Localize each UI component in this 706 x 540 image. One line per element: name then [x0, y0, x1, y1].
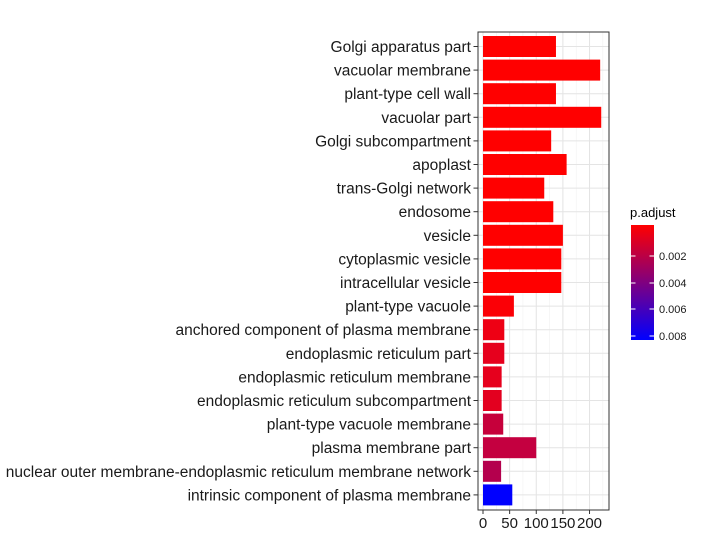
bar [483, 177, 545, 199]
bar [483, 224, 563, 246]
category-label: trans-Golgi network [337, 181, 472, 198]
legend-tick-label: 0.004 [659, 278, 687, 290]
category-label: endoplasmic reticulum membrane [238, 369, 471, 386]
bar [483, 130, 552, 152]
category-label: cytoplasmic vesicle [338, 251, 471, 268]
legend-colorbar [631, 225, 654, 340]
bars [483, 36, 602, 506]
bar [483, 83, 556, 105]
bar [483, 460, 502, 482]
x-tick-label: 100 [524, 515, 549, 532]
category-label: endosome [399, 204, 471, 221]
bar [483, 484, 513, 506]
category-label: apoplast [412, 157, 471, 174]
category-label: plasma membrane part [312, 440, 472, 457]
bar [483, 390, 502, 411]
x-tick-label: 200 [577, 515, 602, 532]
legend-title: p.adjust [630, 205, 676, 220]
bar [483, 272, 562, 293]
bar [483, 366, 502, 388]
category-label: endoplasmic reticulum part [286, 346, 472, 363]
category-label: intrinsic component of plasma membrane [188, 487, 471, 504]
bar [483, 342, 505, 364]
x-tick-labels: 0 50 100 150 200 [479, 510, 602, 532]
bar [483, 36, 556, 57]
legend-tick-label: 0.006 [659, 304, 687, 316]
category-label: plant-type cell wall [344, 86, 471, 103]
category-label: vacuolar part [381, 110, 471, 127]
x-tick-label: 50 [501, 515, 518, 532]
category-label: vacuolar membrane [334, 63, 471, 80]
bar [483, 201, 554, 223]
category-label: anchored component of plasma membrane [175, 322, 471, 339]
category-label: endoplasmic reticulum subcompartment [197, 393, 472, 410]
legend-ticks: 0.002 0.004 0.006 0.008 [631, 251, 687, 343]
bar [483, 59, 601, 81]
category-label: nuclear outer membrane-endoplasmic retic… [6, 464, 471, 481]
category-label: plant-type vacuole [345, 299, 471, 316]
panel-border [477, 31, 610, 511]
category-label: vesicle [424, 228, 471, 245]
legend-tick-label: 0.002 [659, 251, 687, 263]
legend-tick-label: 0.008 [659, 331, 687, 343]
bar [483, 295, 514, 317]
x-tick-label: 150 [550, 515, 575, 532]
bar [483, 319, 505, 341]
category-label: intracellular vesicle [340, 275, 471, 292]
category-label: Golgi apparatus part [331, 39, 472, 56]
bar [483, 413, 504, 435]
bar [483, 437, 537, 459]
bar [483, 248, 562, 270]
category-label: plant-type vacuole membrane [267, 417, 471, 434]
x-tick-label: 0 [479, 515, 487, 532]
bar [483, 154, 567, 175]
bar [483, 106, 602, 128]
color-legend: p.adjust 0.002 0.004 0.006 0.008 [630, 205, 687, 343]
category-label: Golgi subcompartment [315, 133, 472, 150]
y-tick-labels: Golgi apparatus part vacuolar membrane pla… [6, 39, 478, 504]
